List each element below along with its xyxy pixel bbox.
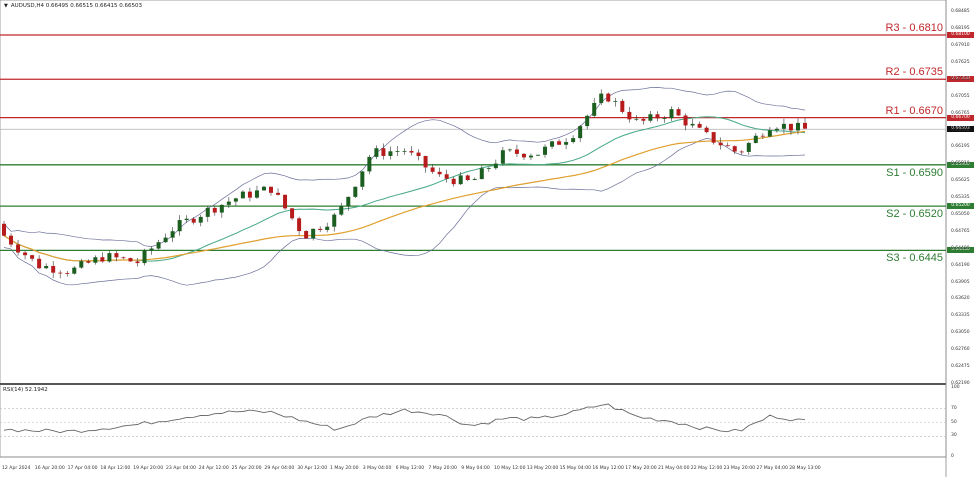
level-price-badge-r1: 0.66700 [947,114,974,121]
price-axis-tick: 0.64480 [951,245,970,251]
rsi-levels [0,408,946,437]
time-axis-tick: 16 May 12:00 [592,466,624,471]
bollinger-lower [3,138,806,286]
time-axis-tick: 22 May 12:00 [690,466,723,471]
time-axis-tick: 7 May 20:00 [428,466,457,471]
price-axis-tick: 0.67055 [951,93,970,99]
level-label-s2: S2 - 0.6520 [886,208,943,221]
time-axis-tick: 13 May 20:00 [526,466,559,471]
rsi-line [3,403,806,434]
rsi-axis-tick: 30 [951,433,957,439]
time-axis-tick: 3 May 04:00 [362,466,392,471]
price-axis-tick: 0.67625 [951,60,970,66]
chart-frame [0,0,947,458]
price-axis-tick: 0.63335 [951,313,970,319]
level-label-s3: S3 - 0.6445 [886,252,943,265]
time-axis-tick: 18 Apr 12:00 [100,466,131,471]
rsi-axis-tick: 70 [951,405,957,411]
level-label-r1: R1 - 0.6670 [885,104,943,117]
rsi-label: RSI(14) 52.1942 [3,387,48,393]
time-axis-tick: 17 Apr 04:00 [67,466,98,471]
level-label-r2: R2 - 0.6735 [885,66,943,79]
time-axis-tick: 16 Apr 20:00 [34,466,65,471]
price-axis-tick: 0.66765 [951,110,970,116]
price-axis-tick: 0.63050 [951,329,970,335]
triangle-down-icon[interactable]: ▼ [4,3,8,9]
time-axis-tick: 15 May 04:00 [559,466,592,471]
rsi-axis-tick: 100 [951,385,960,390]
time-axis-tick: 21 May 04:00 [658,466,690,471]
level-price-badge-r3: 0.68100 [947,32,974,38]
time-axis-tick: 12 Apr 2024 [2,466,31,471]
time-axis-tick: 1 May 20:00 [330,466,359,471]
price-axis-tick: 0.64190 [951,262,970,268]
price-axis-tick: 0.67910 [951,43,970,49]
level-price-badge-s1: 0.65900 [947,161,974,168]
time-axis-tick: 6 May 12:00 [395,466,425,471]
symbol-ohlc: AUDUSD,H4 0.66495 0.66515 0.66415 0.6650… [10,3,142,9]
time-axis-tick: 30 Apr 12:00 [297,466,328,471]
current-price-badge: 0.66503 [947,126,974,133]
rsi-axis-tick: 50 [951,419,957,425]
price-axis-tick: 0.64765 [951,228,970,234]
price-axis-tick: 0.62475 [951,363,970,369]
sr-levels [0,34,946,252]
price-axis-tick: 0.67335 [951,77,970,83]
price-axis-tick: 0.68195 [951,26,970,32]
time-axis-tick: 9 May 04:00 [461,466,490,471]
time-axis-tick: 27 May 04:00 [756,466,788,471]
bollinger-upper [3,87,806,247]
level-price-badge-s2: 0.65200 [947,203,974,210]
candlesticks [2,89,807,279]
time-axis-tick: 23 Apr 04:00 [166,466,196,471]
price-axis-tick: 0.63905 [951,279,970,285]
time-axis-tick: 24 Apr 12:00 [198,466,229,471]
time-axis-tick: 23 May 20:00 [723,466,756,471]
price-axis-tick: 0.66195 [951,144,970,150]
rsi-axis-tick: 0 [951,454,954,459]
symbol-info: ▼ AUDUSD,H4 0.66495 0.66515 0.66415 0.66… [4,3,142,9]
time-axis-tick: 29 Apr 04:00 [264,466,295,471]
level-label-r3: R3 - 0.6810 [885,22,943,34]
price-axis-tick: 0.62190 [951,380,970,386]
price-axis-tick: 0.63620 [951,296,970,302]
price-axis-tick: 0.65910 [951,161,970,167]
time-axis-tick: 25 Apr 20:00 [231,466,262,471]
level-price-badge-s3: 0.64450 [947,247,974,254]
price-axis-tick: 0.65050 [951,211,970,217]
price-axis-tick: 0.68485 [951,9,970,15]
level-price-badge-r2: 0.67350 [947,76,974,83]
price-axis-tick: 0.65625 [951,178,970,184]
time-axis-tick: 10 May 12:00 [494,466,526,471]
price-axis-tick: 0.62760 [951,347,970,353]
price-axis-tick: 0.66480 [951,127,970,133]
time-axis-tick: 19 Apr 20:00 [133,466,164,471]
level-label-s1: S1 - 0.6590 [886,166,943,179]
price-axis-tick: 0.65335 [951,195,970,201]
time-axis-tick: 28 May 13:00 [789,466,821,471]
time-axis-tick: 17 May 20:00 [625,466,657,471]
